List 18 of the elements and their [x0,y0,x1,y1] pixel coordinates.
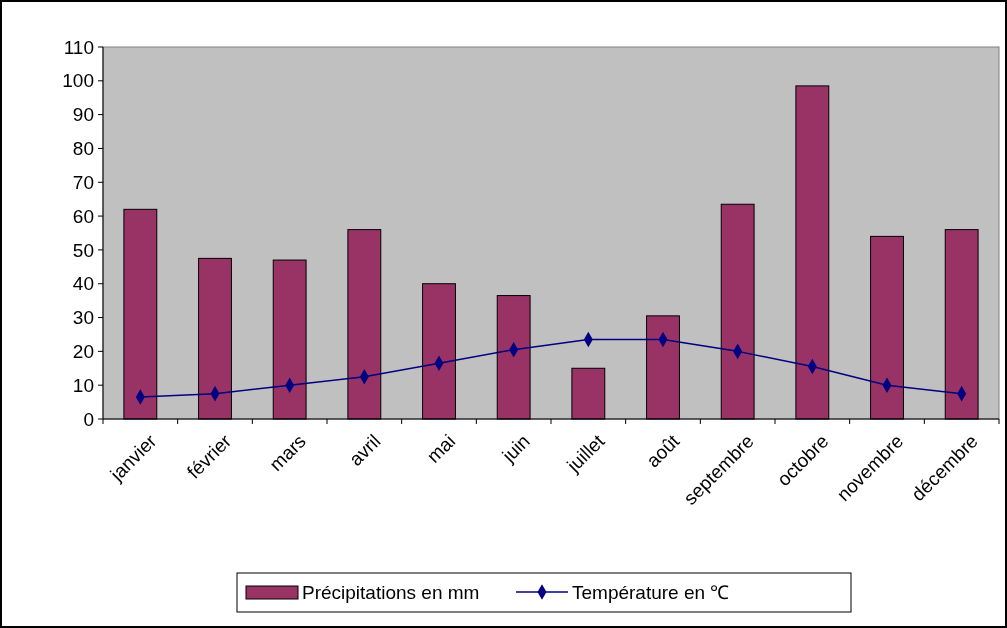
x-tick-label: août [642,429,684,472]
y-tick-label: 10 [72,374,94,396]
y-tick-label: 60 [72,205,94,227]
y-tick-label: 20 [72,341,94,363]
y-tick-label: 30 [72,307,94,329]
y-tick-label: 50 [72,239,94,261]
y-tick-label: 40 [72,273,94,295]
y-tick-label: 110 [63,36,94,58]
y-tick-label: 0 [83,408,94,430]
x-tick-label: mai [422,430,460,467]
x-tick-label: juin [497,430,534,467]
y-tick-label: 90 [72,104,94,126]
legend-label: Température en ℃ [572,581,730,603]
y-tick-label: 70 [72,171,94,193]
x-tick-label: avril [345,430,385,470]
y-tick-label: 100 [62,70,94,92]
legend-label: Précipitations en mm [302,581,480,603]
y-tick-label: 80 [72,138,94,160]
